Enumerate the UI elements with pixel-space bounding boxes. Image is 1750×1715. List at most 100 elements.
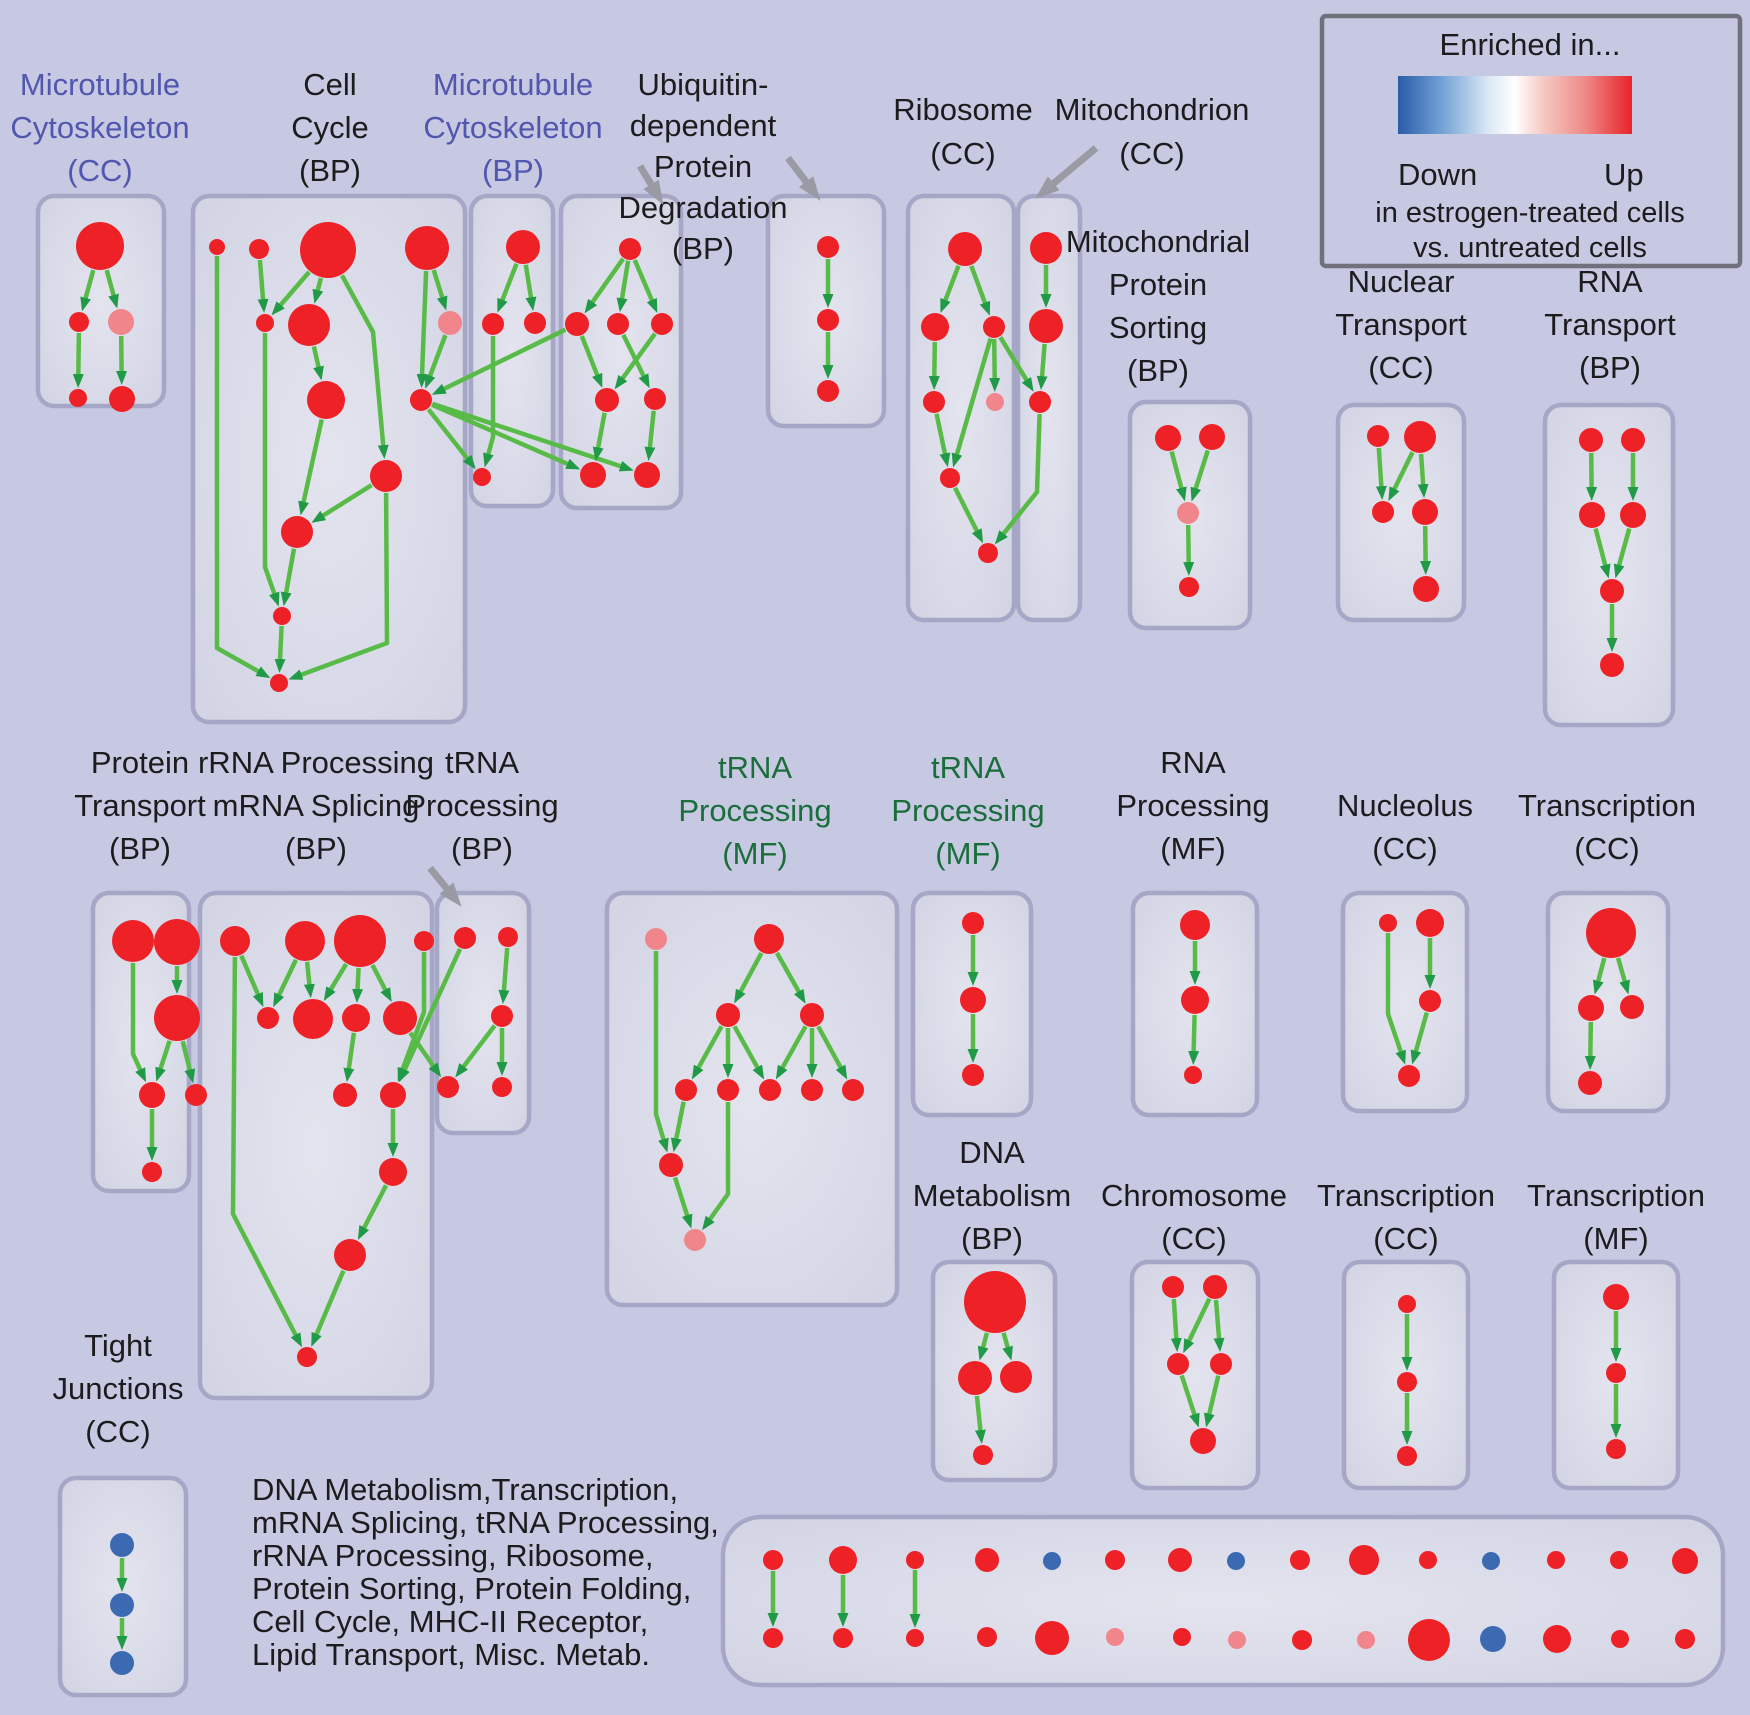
go-term-node (978, 543, 998, 563)
go-term-node (333, 1083, 357, 1107)
cluster-label-mt_cc: (CC) (67, 153, 132, 188)
cluster-label-trna_mf2: Processing (891, 793, 1044, 828)
cluster-label-pt: (BP) (109, 831, 171, 866)
go-cluster-box-dna_met (930, 1259, 1058, 1483)
relation-edge (1169, 450, 1187, 502)
relation-edge (239, 954, 264, 1007)
relation-edge (262, 333, 280, 607)
relation-edge (426, 408, 476, 470)
merged-clusters-note-line: Cell Cycle, MHC-II Receptor, (252, 1604, 648, 1639)
go-term-node (1620, 995, 1644, 1019)
cluster-label-mps: Protein (1109, 267, 1207, 302)
cluster-label-nt: Transport (1335, 307, 1467, 342)
cluster-label-rna_mf: Processing (1116, 788, 1269, 823)
go-cluster-box-mt_cc (35, 193, 167, 409)
go-term-node (964, 1271, 1026, 1333)
go-term-node (595, 388, 619, 412)
cluster-label-transcription_cc4: (CC) (1373, 1221, 1438, 1256)
go-term-node (962, 1064, 984, 1086)
cluster-label-ubq1: Protein (654, 149, 752, 184)
go-term-node (1606, 1439, 1626, 1459)
go-cluster-box-pt (90, 890, 192, 1194)
go-term-node (1579, 502, 1605, 528)
go-term-node (651, 313, 673, 335)
go-term-node (437, 1076, 459, 1098)
relation-edge (180, 1040, 196, 1084)
relation-edge (455, 1024, 497, 1078)
note-text-layer: DNA Metabolism,Transcription,mRNA Splici… (252, 1472, 719, 1672)
cluster-label-pt: Protein (91, 745, 189, 780)
relation-edge (775, 1025, 808, 1080)
go-term-node (370, 460, 402, 492)
relation-edge (934, 413, 951, 468)
cluster-label-mt_cc: Microtubule (20, 67, 180, 102)
label-pointer-arrow (637, 164, 664, 205)
go-term-node (1105, 1550, 1125, 1570)
relation-edge (1375, 447, 1387, 501)
cluster-label-mps: (BP) (1127, 353, 1189, 388)
cluster-label-trna_mf2: tRNA (931, 750, 1005, 785)
relation-edge (670, 1101, 686, 1153)
relation-edge (416, 270, 429, 388)
relation-edge (969, 265, 991, 316)
go-term-node (491, 1005, 513, 1027)
cluster-label-transcription_mf4: Transcription (1527, 1178, 1705, 1213)
go-term-node (960, 987, 986, 1013)
go-term-node (1184, 1066, 1202, 1084)
go-term-node (906, 1551, 924, 1569)
go-term-node (1621, 428, 1645, 452)
pointer-arrows-layer (427, 145, 1099, 907)
cluster-label-mt_cc: Cytoskeleton (10, 110, 189, 145)
go-term-node (1349, 1545, 1379, 1575)
relation-edge (592, 412, 607, 462)
go-term-node (1173, 1628, 1191, 1646)
cluster-label-tight_junctions: Junctions (53, 1371, 184, 1406)
relation-edge (632, 259, 658, 313)
cluster-label-rt: (BP) (1579, 350, 1641, 385)
go-term-node (270, 674, 288, 692)
cluster-label-mps: Sorting (1109, 310, 1207, 345)
relation-edge (408, 1031, 442, 1078)
relation-edge (1613, 527, 1632, 579)
go-term-node (975, 1548, 999, 1572)
relation-edge (928, 341, 940, 390)
cluster-label-chromosome: Chromosome (1101, 1178, 1287, 1213)
cluster-label-dna_met: Metabolism (913, 1178, 1072, 1213)
go-term-node (281, 516, 313, 548)
go-term-node (110, 1651, 134, 1675)
go-term-node (754, 924, 784, 954)
go-term-node (923, 391, 945, 413)
relation-edge (584, 257, 625, 314)
edges-layer (72, 256, 1639, 1650)
go-term-node (1413, 576, 1439, 602)
go-term-node (380, 1082, 406, 1108)
relation-edge (1593, 527, 1611, 579)
go-term-node (1672, 1548, 1698, 1574)
go-term-node (1603, 1284, 1629, 1310)
relation-edge (614, 332, 657, 390)
relation-edge (303, 961, 315, 999)
go-term-node (1416, 909, 1444, 937)
go-term-node (1162, 1276, 1184, 1298)
relation-edge (483, 336, 496, 468)
relation-edge (352, 967, 364, 1003)
relation-edge (1584, 1021, 1596, 1070)
cluster-label-rt: RNA (1577, 264, 1643, 299)
go-term-node (185, 1084, 207, 1106)
relation-edge (579, 335, 603, 388)
cluster-label-trna_bp: Processing (405, 788, 558, 823)
go-term-node (342, 1004, 370, 1032)
relation-edge (974, 1395, 986, 1445)
relation-edge (280, 548, 297, 607)
cluster-label-trna_bp: tRNA (445, 745, 519, 780)
go-term-node (1203, 1275, 1227, 1299)
go-term-node (1408, 1619, 1450, 1661)
label-pointer-arrow (785, 155, 821, 201)
legend-subtitle-line2: vs. untreated cells (1413, 232, 1647, 264)
go-term-node (921, 313, 949, 341)
go-term-node (1372, 501, 1394, 523)
go-term-node (1210, 1353, 1232, 1375)
go-cluster-box-nucleolus (1340, 890, 1470, 1114)
go-term-node (1177, 502, 1199, 524)
go-term-node (1000, 1361, 1032, 1393)
